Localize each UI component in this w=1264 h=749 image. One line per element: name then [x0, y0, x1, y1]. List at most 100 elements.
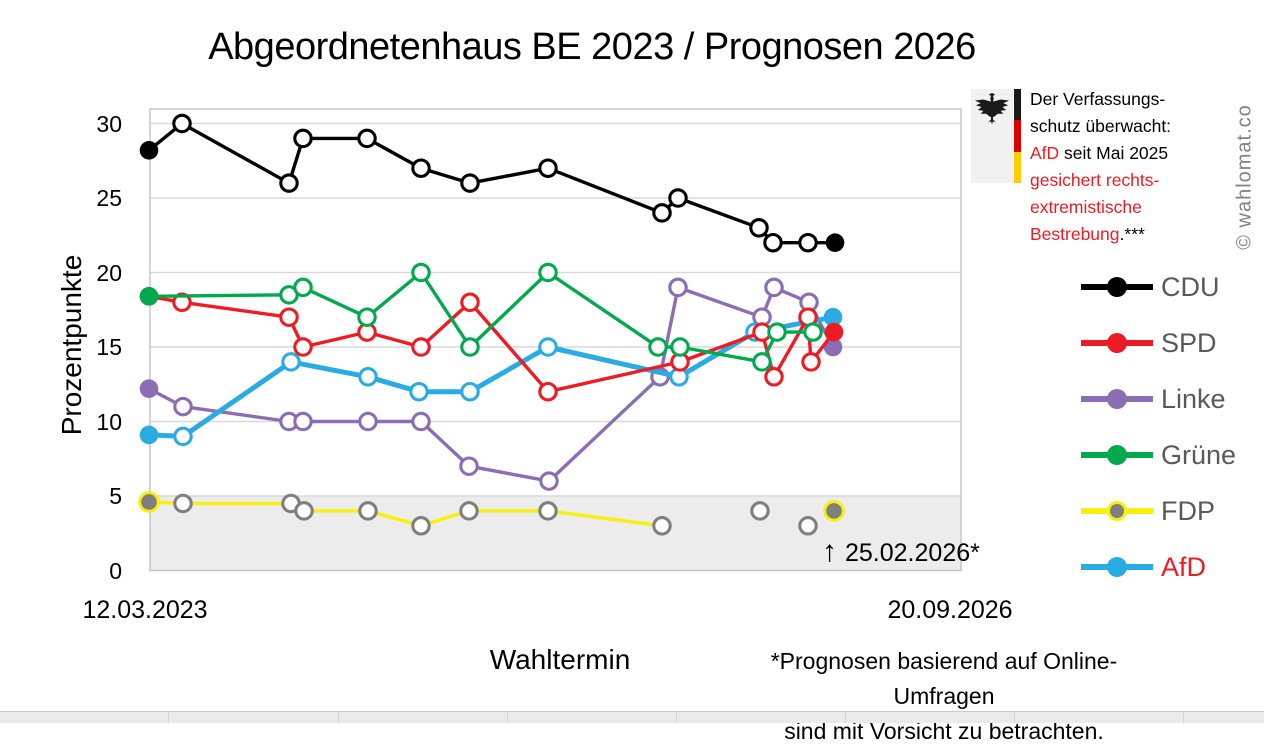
legend-marker-cdu	[1081, 277, 1153, 297]
data-point-Grüne	[411, 262, 431, 283]
data-point-Grüne	[538, 262, 558, 283]
strip-separator	[338, 712, 339, 723]
legend-label-fdp: FDP	[1161, 495, 1215, 526]
data-point-FDP	[538, 501, 558, 521]
key-point-SPD	[824, 322, 844, 342]
x-axis-end-date: 20.09.2026	[887, 596, 1013, 624]
y-tick-label-20: 20	[96, 259, 122, 286]
data-point-SPD	[538, 381, 558, 402]
data-point-CDU	[411, 158, 431, 178]
data-point-FDP	[411, 516, 431, 536]
data-point-SPD	[279, 307, 299, 327]
data-point-Linke	[764, 277, 784, 298]
prognosis-date-label: 25.02.2026*	[845, 539, 980, 567]
page-title: Abgeordnetenhaus BE 2023 / Prognosen 202…	[208, 26, 976, 68]
data-point-FDP	[750, 501, 770, 521]
data-point-AfD	[538, 337, 558, 357]
data-point-AfD	[409, 381, 429, 402]
data-point-CDU	[538, 158, 558, 178]
legend-item-cdu: CDU	[1081, 259, 1236, 315]
data-point-CDU	[357, 128, 377, 149]
data-point-FDP	[358, 501, 378, 521]
series-line-AfD	[146, 314, 836, 439]
y-tick-label-0: 0	[109, 557, 122, 584]
key-point-Grüne	[139, 287, 159, 306]
data-point-CDU	[460, 173, 480, 193]
x-axis-title: Wahltermin	[489, 644, 631, 675]
data-point-Linke	[459, 456, 479, 476]
legend-item-fdp: FDP	[1081, 483, 1236, 539]
strip-separator	[845, 712, 846, 723]
series-Grüne	[139, 262, 823, 372]
chart-legend: CDU SPD Linke Grüne FDP AfD	[1081, 259, 1236, 595]
prognosis-date-annotation: ↑ 25.02.2026*	[822, 536, 980, 570]
data-point-CDU	[652, 203, 672, 223]
bottom-window-strip	[0, 711, 1264, 723]
data-point-FDP	[294, 501, 314, 521]
legend-item-gruene: Grüne	[1081, 427, 1236, 483]
data-point-Grüne	[752, 352, 772, 372]
data-point-FDP	[798, 516, 818, 536]
y-tick-label-30: 30	[96, 110, 122, 137]
legend-label-cdu: CDU	[1161, 271, 1220, 302]
bundesadler-icon	[971, 89, 1013, 183]
data-point-AfD	[281, 352, 301, 372]
key-point-FDP	[138, 491, 160, 513]
data-point-CDU	[279, 173, 299, 193]
data-point-FDP	[652, 516, 672, 536]
data-point-SPD	[293, 337, 313, 357]
legend-label-afd: AfD	[1161, 551, 1207, 582]
data-point-Linke	[173, 396, 193, 417]
data-point-Grüne	[460, 337, 480, 357]
watermark: © wahlomat.co	[1233, 104, 1256, 250]
data-point-Linke	[411, 411, 431, 432]
data-point-AfD	[173, 426, 193, 447]
legend-label-linke: Linke	[1161, 383, 1226, 414]
data-point-Grüne	[670, 337, 690, 357]
series-line-Linke	[147, 285, 835, 483]
strip-separator	[1014, 712, 1015, 723]
data-point-FDP	[173, 493, 193, 514]
data-point-CDU	[763, 232, 783, 253]
data-point-Grüne	[803, 322, 823, 342]
data-point-SPD	[460, 292, 480, 313]
strip-separator	[676, 712, 677, 723]
data-point-Linke	[539, 471, 559, 491]
data-point-SPD	[801, 352, 821, 372]
strip-separator	[168, 712, 169, 723]
data-point-SPD	[172, 292, 192, 313]
key-point-CDU	[139, 141, 159, 160]
key-point-Linke	[823, 337, 843, 357]
strip-separator	[507, 712, 508, 723]
y-tick-label-10: 10	[96, 408, 122, 435]
footnote: *Prognosen basierend auf Online-Umfragen…	[770, 648, 1118, 744]
data-point-AfD	[358, 367, 378, 387]
data-point-Grüne	[648, 337, 668, 357]
series-FDP	[138, 491, 845, 536]
key-point-Linke	[139, 379, 159, 399]
key-point-AfD	[139, 425, 159, 445]
data-point-Linke	[293, 411, 313, 432]
series-CDU	[139, 113, 845, 253]
german-flag-stripe	[1014, 89, 1021, 183]
up-arrow-icon: ↑	[822, 535, 837, 568]
data-point-Grüne	[293, 277, 313, 298]
data-point-SPD	[764, 367, 784, 387]
data-point-CDU	[668, 188, 688, 208]
strip-separator	[1183, 712, 1184, 723]
chart-plot-area	[138, 108, 962, 572]
data-point-AfD	[460, 381, 480, 402]
data-point-SPD	[411, 337, 431, 357]
data-point-Linke	[668, 277, 688, 298]
data-point-CDU	[172, 113, 192, 134]
legend-marker-gruene	[1081, 445, 1153, 465]
legend-marker-linke	[1081, 389, 1153, 409]
series-line-CDU	[147, 121, 837, 245]
verfassungsschutz-text: Der Verfassungs- schutz überwacht: AfD s…	[1030, 89, 1172, 244]
data-point-CDU	[749, 218, 769, 238]
data-point-Grüne	[357, 307, 377, 327]
legend-item-afd: AfD	[1081, 539, 1236, 595]
y-tick-label-5: 5	[109, 483, 122, 509]
legend-marker-spd	[1081, 333, 1153, 353]
legend-label-gruene: Grüne	[1161, 439, 1237, 470]
